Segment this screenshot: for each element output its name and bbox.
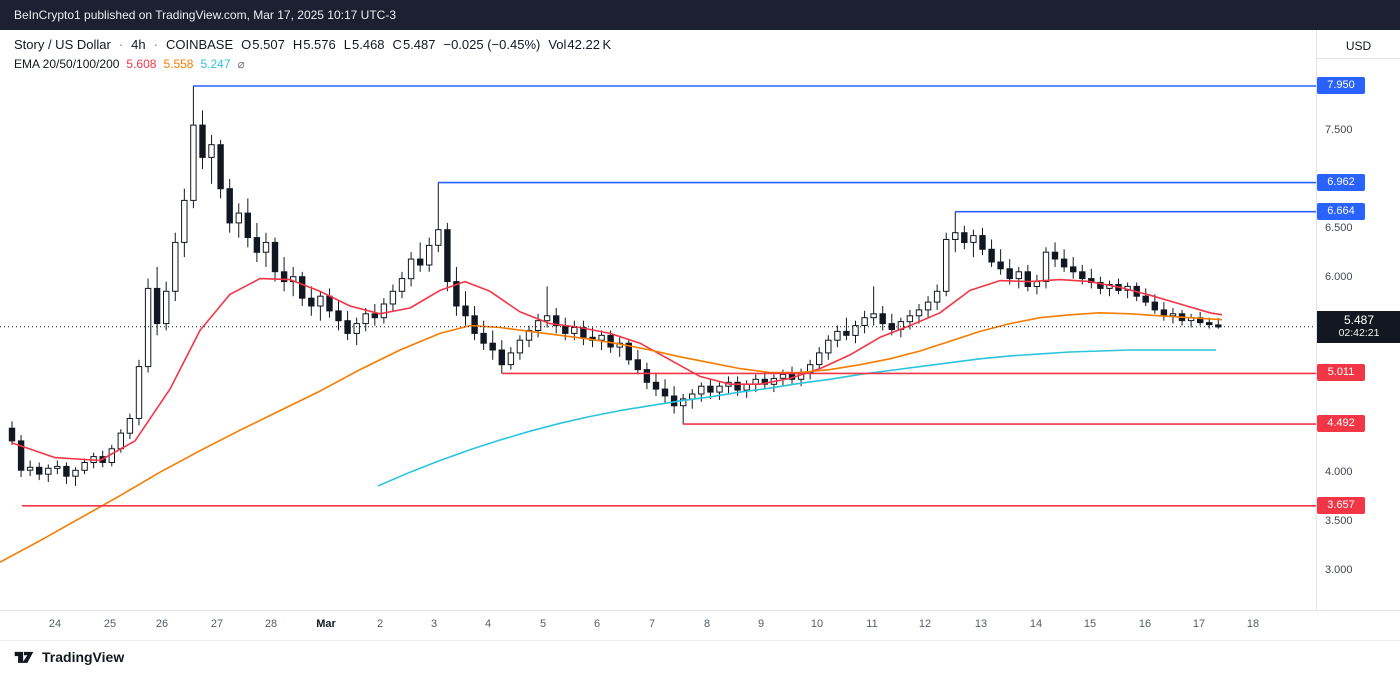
time-tick: 25 — [103, 618, 117, 630]
attribution-text: BeInCrypto1 published on TradingView.com… — [14, 8, 396, 22]
time-tick: 11 — [866, 618, 878, 630]
time-tick: 6 — [593, 618, 601, 630]
price-level-label: 7.950 — [1317, 76, 1365, 94]
ema-50-value: 5.558 — [163, 57, 194, 71]
price-tick: 3.500 — [1325, 515, 1353, 528]
ema-indicator-label: EMA 20/50/100/200 — [14, 57, 120, 71]
current-price-label: 5.487 02:42:21 — [1317, 310, 1400, 343]
time-axis[interactable]: 24 25 26 27 28 Mar 2 3 4 5 6 7 8 9 10 11 12 13 14 15 16 17 18 — [0, 610, 1400, 640]
interval-label: 4h — [131, 37, 146, 52]
currency-label: USD — [1317, 34, 1400, 59]
time-tick: Mar — [316, 618, 336, 630]
time-tick: 18 — [1246, 618, 1260, 630]
price-tick: 4.000 — [1325, 466, 1353, 479]
close-value: C5.487 — [392, 37, 436, 52]
time-tick: 10 — [810, 618, 824, 630]
tradingview-brand[interactable]: TradingView — [42, 649, 125, 665]
tradingview-logo[interactable] — [13, 648, 35, 666]
candlestick-chart[interactable] — [0, 30, 1316, 610]
attribution-bar: BeInCrypto1 published on TradingView.com… — [0, 0, 1400, 30]
chart-legend: Story / US Dollar · 4h · COINBASE O5.507… — [14, 37, 611, 71]
time-tick: 24 — [48, 618, 62, 630]
price-tick: 7.500 — [1325, 124, 1353, 136]
chart-main: Story / US Dollar · 4h · COINBASE O5.507… — [0, 30, 1400, 610]
price-level-label: 6.962 — [1317, 173, 1365, 191]
time-tick: 15 — [1083, 618, 1097, 630]
time-tick: 8 — [703, 618, 711, 630]
price-level-label: 3.657 — [1317, 496, 1365, 514]
ema-suffix-icon: ⌀ — [237, 57, 245, 71]
high-value: H5.576 — [292, 37, 336, 52]
time-tick: 12 — [918, 618, 932, 630]
ema-indicator-row: EMA 20/50/100/200 5.608 5.558 5.247 ⌀ — [14, 57, 611, 71]
change-value: −0.025 (−0.45%) — [443, 37, 541, 52]
time-tick: 28 — [264, 618, 278, 630]
time-tick: 14 — [1029, 618, 1043, 630]
chart-area[interactable]: Story / US Dollar · 4h · COINBASE O5.507… — [0, 30, 1316, 610]
ema-200-value: 5.247 — [200, 57, 231, 71]
ema-20-value: 5.608 — [126, 57, 157, 71]
price-tick: 6.000 — [1325, 270, 1353, 283]
time-tick: 7 — [648, 618, 656, 630]
symbol-row: Story / US Dollar · 4h · COINBASE O5.507… — [14, 37, 611, 52]
time-tick: 5 — [539, 618, 547, 630]
bar-countdown: 02:42:21 — [1338, 326, 1380, 339]
price-tick: 3.000 — [1325, 564, 1353, 576]
time-tick: 2 — [376, 618, 384, 630]
time-tick: 26 — [155, 618, 169, 630]
price-level-label: 4.492 — [1317, 415, 1365, 433]
price-axis[interactable]: USD 7.500 6.500 6.000 4.000 3.500 3.000 7.950 6… — [1316, 30, 1400, 610]
time-tick: 16 — [1138, 618, 1152, 630]
current-price-value: 5.487 — [1343, 312, 1375, 327]
time-tick: 17 — [1192, 618, 1206, 630]
time-tick: 3 — [430, 618, 438, 630]
volume-value: Vol42.22 K — [548, 37, 612, 52]
time-tick: 4 — [484, 618, 492, 630]
open-value: O5.507 — [241, 37, 285, 52]
price-tick: 6.500 — [1325, 221, 1353, 234]
footer-bar: TradingView — [0, 640, 1400, 673]
time-tick: 13 — [974, 618, 988, 630]
price-level-label: 5.011 — [1317, 364, 1365, 382]
price-level-label: 6.664 — [1317, 202, 1365, 220]
symbol-title: Story / US Dollar — [14, 37, 111, 52]
time-tick: 27 — [210, 618, 224, 630]
separator-dot: · — [153, 37, 158, 52]
low-value: L5.468 — [343, 37, 385, 52]
exchange-label: COINBASE — [165, 37, 234, 52]
time-tick: 9 — [757, 618, 765, 630]
separator-dot: · — [118, 37, 124, 52]
